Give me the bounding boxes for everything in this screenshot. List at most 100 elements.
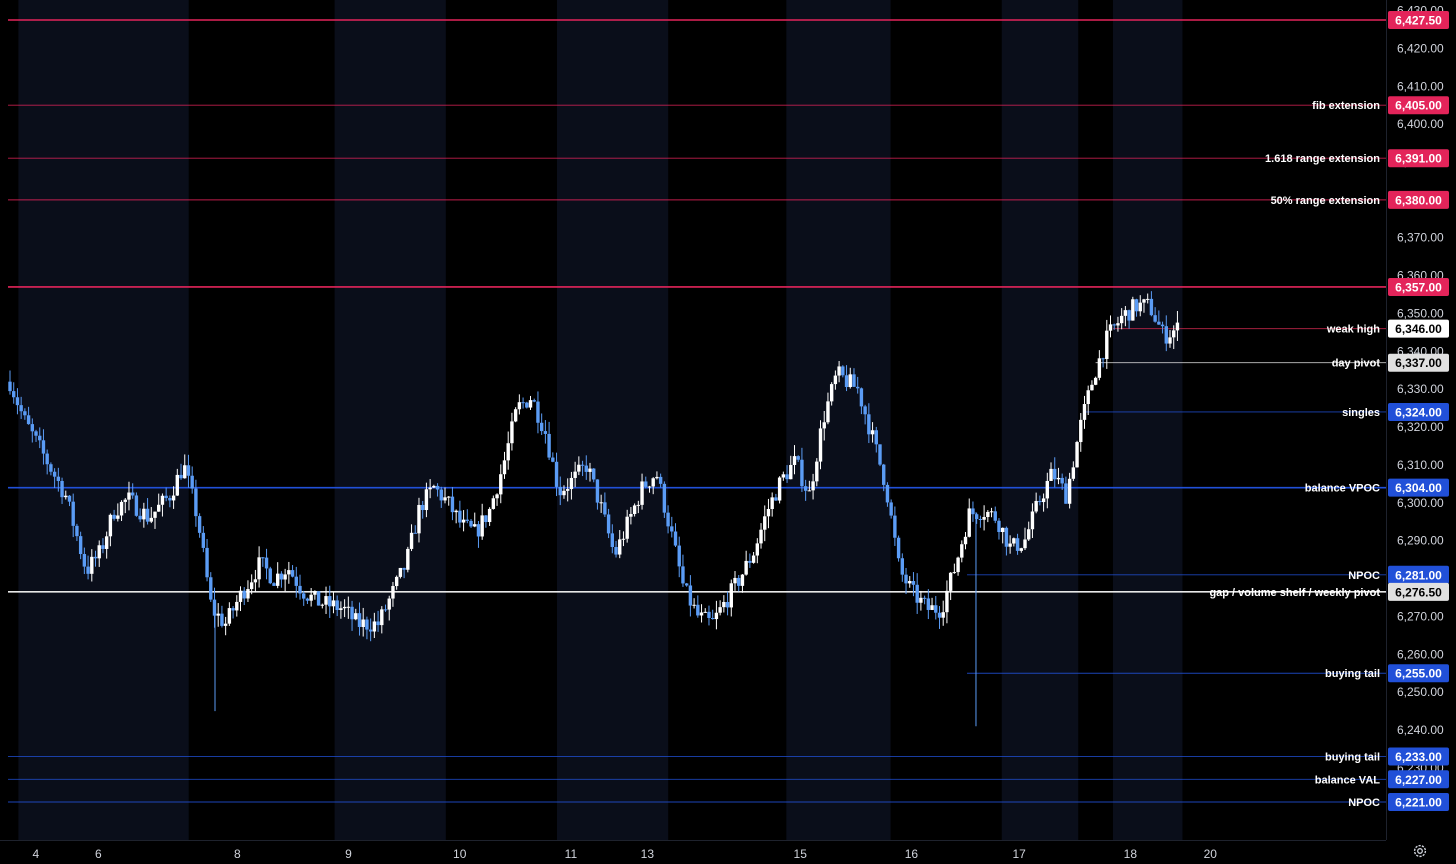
candle-up <box>372 621 377 632</box>
candle-down <box>911 581 916 585</box>
candle-up <box>826 401 830 423</box>
candle-down <box>603 502 607 515</box>
candle-up <box>1045 480 1050 499</box>
price-tag-label: 6,227.00 <box>1395 773 1442 787</box>
candle-up <box>380 609 384 626</box>
time-tick-label: 17 <box>1012 847 1026 861</box>
price-tag-label: 6,346.00 <box>1395 322 1442 336</box>
session-band <box>786 0 891 840</box>
time-tick-label: 10 <box>453 847 467 861</box>
time-tick-label: 20 <box>1204 847 1218 861</box>
price-tag[interactable] <box>1388 353 1449 372</box>
candle-up <box>90 556 94 574</box>
candle-down <box>539 422 544 432</box>
candle-up <box>320 604 325 606</box>
candle-up <box>1082 404 1087 420</box>
price-tag[interactable] <box>1388 582 1449 601</box>
candle-up <box>275 573 280 586</box>
candle-up <box>1090 384 1094 391</box>
candle-up <box>632 505 637 514</box>
candle-up <box>1093 377 1098 385</box>
candle-up <box>625 516 629 539</box>
candle-down <box>974 514 979 520</box>
price-tag[interactable] <box>1388 478 1449 497</box>
candle-down <box>19 405 23 412</box>
price-tag[interactable] <box>1388 11 1449 29</box>
candle-down <box>644 481 648 487</box>
level-label: day pivot <box>1332 358 1381 370</box>
price-axis: 6,430.006,420.006,410.006,400.006,390.00… <box>1397 4 1444 775</box>
candle-down <box>859 388 864 407</box>
candle-down <box>1064 483 1068 504</box>
candle-up <box>502 460 507 475</box>
candle-down <box>420 504 425 511</box>
candle-up <box>1097 358 1102 378</box>
candle-up <box>119 501 124 516</box>
candle-down <box>852 374 856 387</box>
candle-up <box>599 502 603 504</box>
time-tick-label: 13 <box>641 847 655 861</box>
price-tag[interactable] <box>1388 402 1449 421</box>
price-tag[interactable] <box>1388 770 1449 789</box>
candle-up <box>1105 330 1109 359</box>
price-tag[interactable] <box>1388 793 1449 811</box>
candle-down <box>707 611 711 618</box>
candle-down <box>855 386 860 389</box>
candle-down <box>316 591 321 606</box>
candles <box>8 291 1180 727</box>
candle-up <box>941 612 945 618</box>
price-tick-label: 6,410.00 <box>1397 79 1444 93</box>
candle-up <box>309 594 313 601</box>
level-label: gap / volume shelf / weekly pivot <box>1209 587 1380 599</box>
candle-up <box>982 516 986 520</box>
candle-down <box>197 516 202 533</box>
candle-down <box>684 583 689 586</box>
candle-up <box>829 384 834 402</box>
candle-down <box>889 502 893 516</box>
candle-down <box>580 464 585 466</box>
candle-up <box>1175 322 1180 331</box>
level-label: balance VPOC <box>1305 483 1380 495</box>
price-tag[interactable] <box>1388 565 1449 584</box>
price-tag[interactable] <box>1388 664 1449 683</box>
level-label: 50% range extension <box>1271 195 1381 207</box>
level-labels: 6,427.50 fib extension 6,405.00 1.618 range… <box>1209 11 1449 811</box>
candle-down <box>469 520 473 527</box>
candle-down <box>681 566 685 584</box>
candle-up <box>108 514 113 537</box>
candle-up <box>792 456 797 465</box>
time-tick-label: 9 <box>345 847 352 861</box>
candle-down <box>168 498 172 501</box>
candle-down <box>45 453 49 465</box>
candle-up <box>1027 529 1031 540</box>
candle-up <box>815 461 819 482</box>
candle-down <box>1060 477 1064 484</box>
candle-down <box>41 440 46 454</box>
candle-up <box>149 517 153 522</box>
price-tag[interactable] <box>1388 149 1449 168</box>
chart-settings-button[interactable] <box>1408 843 1432 863</box>
candle-up <box>361 619 365 627</box>
candle-down <box>863 406 867 415</box>
price-tag[interactable] <box>1388 277 1449 296</box>
candle-up <box>770 497 774 509</box>
price-tag[interactable] <box>1388 747 1449 766</box>
price-tag[interactable] <box>1388 319 1449 338</box>
candle-down <box>1149 298 1154 316</box>
price-tick-label: 6,260.00 <box>1397 647 1444 661</box>
candle-down <box>458 510 462 523</box>
candle-up <box>1168 337 1172 344</box>
time-tick-label: 4 <box>32 847 39 861</box>
level-label: 1.618 range extension <box>1265 153 1380 165</box>
price-tag[interactable] <box>1388 96 1449 115</box>
candle-up <box>919 597 923 603</box>
price-tag-label: 6,337.00 <box>1395 356 1442 370</box>
candle-down <box>101 545 105 549</box>
price-tag[interactable] <box>1388 190 1449 209</box>
candle-down <box>874 430 878 445</box>
candle-down <box>335 600 339 611</box>
candle-up <box>960 544 964 558</box>
candle-up <box>1138 302 1142 312</box>
